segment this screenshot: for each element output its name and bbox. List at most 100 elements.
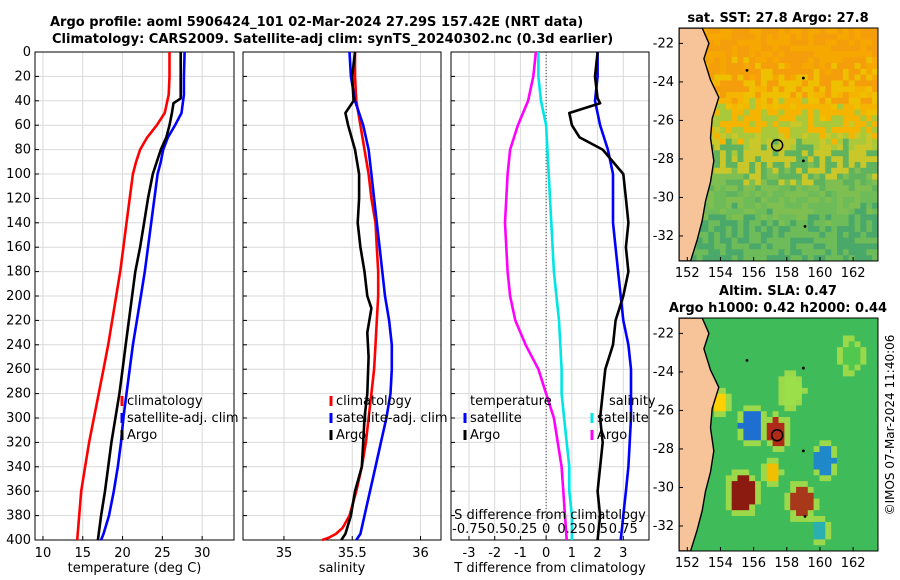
map-cell xyxy=(819,144,826,151)
map-cell xyxy=(801,492,809,500)
map-cell xyxy=(755,405,762,412)
map-cell xyxy=(743,318,750,325)
map-cell xyxy=(743,352,750,360)
map-cell xyxy=(807,57,815,64)
map-cell xyxy=(772,521,780,529)
map-cell xyxy=(801,405,809,412)
map-cell xyxy=(790,231,797,239)
map-cell xyxy=(854,249,862,256)
map-cell xyxy=(702,539,709,546)
map-cell xyxy=(831,51,838,58)
map-cell xyxy=(708,510,715,517)
map-cell xyxy=(784,521,791,529)
map-cell xyxy=(819,162,826,169)
map-cell xyxy=(714,57,721,64)
map-cell xyxy=(831,121,838,128)
map-cell xyxy=(766,127,774,134)
map-cell xyxy=(755,352,762,360)
map-cell xyxy=(860,387,867,395)
map-cell xyxy=(790,440,797,447)
map-x-tick-label: 154 xyxy=(708,266,733,281)
map-cell xyxy=(725,196,733,204)
map-cell xyxy=(813,347,821,354)
map-cell xyxy=(708,318,715,325)
map-cell xyxy=(848,329,856,336)
map-cell xyxy=(854,109,862,116)
map-cell xyxy=(819,63,826,70)
map-cell xyxy=(866,323,873,331)
map-cell xyxy=(784,51,791,58)
map-cell xyxy=(778,492,785,500)
map-cell xyxy=(737,185,744,192)
map-cell xyxy=(749,411,756,418)
map-cell xyxy=(801,341,809,348)
map-cell xyxy=(837,220,844,227)
map-cell xyxy=(825,74,832,81)
map-cell xyxy=(708,323,715,331)
map-cell xyxy=(866,156,873,163)
map-cell xyxy=(696,545,704,551)
map-cell xyxy=(848,358,856,366)
map-frame xyxy=(678,27,879,262)
map-cell xyxy=(825,393,832,401)
map-cell xyxy=(860,347,867,354)
map-cell xyxy=(731,138,739,146)
y-tick-label: 240 xyxy=(6,338,31,353)
map-cell xyxy=(837,370,844,377)
map-cell xyxy=(731,521,739,529)
map-cell xyxy=(831,109,838,116)
map-cell xyxy=(755,486,762,494)
map-cell xyxy=(813,196,821,204)
map-cell xyxy=(796,115,803,122)
island-dot xyxy=(803,514,807,518)
map-cell xyxy=(825,492,832,500)
map-cell xyxy=(720,226,727,233)
map-cell xyxy=(866,498,873,505)
map-cell xyxy=(749,97,756,105)
map-cell xyxy=(866,39,873,46)
salinity-legend-entry: Argo xyxy=(336,428,366,443)
map-cell xyxy=(860,533,867,540)
map-cell xyxy=(854,545,862,551)
map-cell xyxy=(784,405,791,412)
map-cell xyxy=(807,150,815,157)
map-cell xyxy=(749,51,756,58)
map-cell xyxy=(831,115,838,122)
map-cell xyxy=(790,463,797,470)
map-cell xyxy=(848,527,856,535)
map-cell xyxy=(725,428,733,436)
map-cell xyxy=(842,492,850,500)
map-cell xyxy=(796,255,803,261)
map-cell xyxy=(760,329,768,336)
map-cell xyxy=(842,237,850,245)
map-cell xyxy=(749,45,756,52)
map-cell xyxy=(801,387,809,395)
map-cell xyxy=(842,231,850,239)
map-cell xyxy=(796,475,803,482)
map-cell xyxy=(807,323,815,331)
map-cell xyxy=(831,341,838,348)
map-cell xyxy=(807,138,815,146)
map-cell xyxy=(837,80,844,87)
map-cell xyxy=(860,109,867,116)
map-cell xyxy=(760,521,768,529)
map-cell xyxy=(714,68,721,76)
map-cell xyxy=(720,498,727,505)
map-cell xyxy=(790,92,797,99)
map-cell xyxy=(725,138,733,146)
map-cell xyxy=(801,202,809,210)
map-cell xyxy=(760,196,768,204)
map-cell xyxy=(825,527,832,535)
map-cell xyxy=(848,481,856,488)
x-tick-label: -3 xyxy=(463,546,476,561)
map-cell xyxy=(825,411,832,418)
map-cell xyxy=(731,68,739,76)
map-cell xyxy=(790,533,797,540)
map-cell xyxy=(737,422,744,430)
map-cell xyxy=(749,80,756,87)
map-cell xyxy=(825,156,832,163)
map-cell xyxy=(737,249,744,256)
map-cell xyxy=(860,196,867,204)
map-cell xyxy=(796,399,803,406)
map-cell xyxy=(743,127,750,134)
